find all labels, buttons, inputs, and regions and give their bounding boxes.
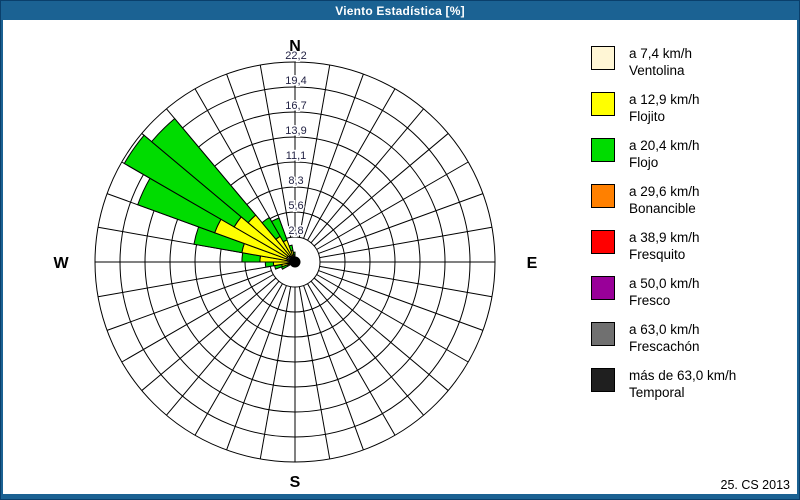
legend-label: Bonancible (629, 201, 696, 216)
legend-speed: a 38,9 km/h (629, 230, 700, 245)
legend-swatch-fresco (591, 276, 615, 300)
center-dot (289, 256, 301, 268)
legend-speed: a 12,9 km/h (629, 92, 700, 107)
ring-label: 2,8 (288, 225, 303, 237)
polar-grid (94, 61, 496, 463)
legend-label: Fresco (629, 293, 671, 308)
ring-label: 5,6 (288, 200, 303, 212)
compass-label-e: E (527, 255, 538, 272)
legend-label: Fresquito (629, 247, 686, 262)
legend-item-bonancible: a 29,6 km/h Bonancible (591, 183, 791, 229)
legend-speed: a 20,4 km/h (629, 138, 700, 153)
legend-speed: a 7,4 km/h (629, 46, 693, 61)
legend-label: Flojito (629, 109, 666, 124)
ring-label: 22,2 (285, 50, 306, 62)
legend-label: Frescachón (629, 339, 700, 354)
window-title: Viento Estadística [%] (335, 3, 465, 18)
ring-labels: 2,8 5,6 8,3 11,1 13,9 16,7 19,4 22,2 (284, 49, 308, 239)
legend-speed: más de 63,0 km/h (629, 368, 737, 383)
wind-petals (123, 117, 296, 270)
compass-label-w: W (53, 255, 69, 272)
ring-label: 8,3 (288, 175, 303, 187)
legend-label: Temporal (629, 385, 685, 400)
legend-item-ventolina: a 7,4 km/h Ventolina (591, 45, 791, 91)
legend-swatch-temporal (591, 368, 615, 392)
petal-segment (288, 244, 294, 252)
ring-label: 11,1 (286, 150, 307, 162)
legend-item-flojito: a 12,9 km/h Flojito (591, 91, 791, 137)
petal-segment (292, 251, 296, 256)
legend: a 7,4 km/h Ventolina a 12,9 km/h Flojito… (591, 45, 791, 413)
legend-label: Flojo (629, 155, 659, 170)
chart-area: 2,8 5,6 8,3 11,1 13,9 16,7 19,4 22,2 N E S W (1, 20, 571, 496)
legend-item-frescachon: a 63,0 km/h Frescachón (591, 321, 791, 367)
petal-segment (270, 217, 288, 243)
petal-segment (264, 261, 275, 268)
legend-swatch-flojo (591, 138, 615, 162)
legend-swatch-fresquito (591, 230, 615, 254)
legend-speed: a 63,0 km/h (629, 322, 700, 337)
legend-item-flojo: a 20,4 km/h Flojo (591, 137, 791, 183)
legend-item-temporal: más de 63,0 km/h Temporal (591, 367, 791, 413)
title-bar[interactable]: Viento Estadística [%] (1, 1, 799, 20)
compass-label-s: S (290, 474, 301, 491)
petal-segment (123, 134, 242, 228)
legend-label: Ventolina (629, 63, 685, 78)
petal-segment (261, 216, 281, 240)
petal-segment (150, 117, 257, 224)
legend-swatch-ventolina (591, 46, 615, 70)
compass-label-n: N (289, 38, 301, 55)
legend-item-fresquito: a 38,9 km/h Fresquito (591, 229, 791, 275)
bottom-bar (1, 494, 799, 499)
compass-labels: N E S W (53, 38, 537, 491)
legend-item-fresco: a 50,0 km/h Fresco (591, 275, 791, 321)
ring-label: 16,7 (285, 100, 306, 112)
footer-note: 25. CS 2013 (720, 478, 791, 492)
legend-swatch-frescachon (591, 322, 615, 346)
legend-swatch-flojito (591, 92, 615, 116)
ring-label: 19,4 (285, 75, 306, 87)
legend-speed: a 29,6 km/h (629, 184, 700, 199)
legend-swatch-bonancible (591, 184, 615, 208)
ring-label: 13,9 (285, 125, 306, 137)
legend-speed: a 50,0 km/h (629, 276, 700, 291)
wind-rose-chart: 2,8 5,6 8,3 11,1 13,9 16,7 19,4 22,2N E S W (53, 38, 537, 491)
